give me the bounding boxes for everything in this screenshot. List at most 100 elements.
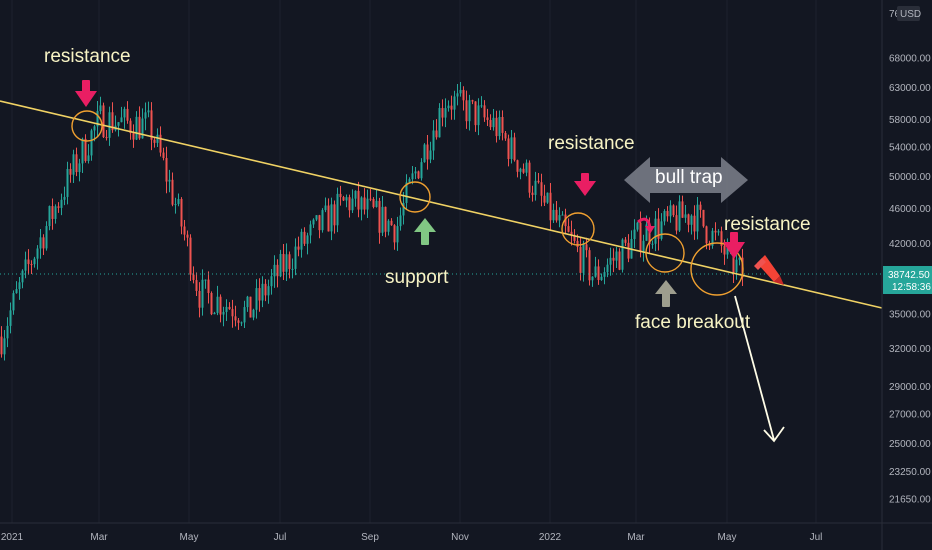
candle-body: [396, 226, 399, 243]
candle-body: [60, 199, 63, 208]
candle-body: [453, 96, 456, 110]
candle-body: [606, 264, 609, 273]
candle-body: [30, 264, 33, 266]
candle-body: [627, 242, 630, 259]
candle-body: [690, 215, 693, 225]
candle-body: [210, 292, 213, 315]
candle-body: [411, 173, 414, 180]
curved-arrow-head: [645, 226, 655, 234]
candle-body: [354, 190, 357, 199]
candle-body: [285, 254, 288, 272]
candle-body: [66, 168, 69, 197]
x-tick-label: 2022: [539, 532, 562, 543]
candle-body: [567, 226, 570, 232]
y-tick-label: 35000.00: [889, 309, 931, 320]
candle-body: [483, 105, 486, 118]
candle-body: [456, 93, 459, 97]
y-tick-label: 46000.00: [889, 204, 931, 215]
candle-body: [258, 288, 261, 301]
candle-body: [405, 182, 408, 203]
candle-body: [321, 210, 324, 231]
candle-body: [531, 192, 534, 195]
candle-body: [468, 100, 471, 122]
up-arrow-icon: [414, 218, 436, 245]
candle-body: [300, 231, 303, 250]
candle-body: [594, 266, 597, 277]
candle-body: [429, 150, 432, 160]
candle-body: [570, 231, 573, 236]
candle-body: [228, 306, 231, 310]
candle-body: [147, 110, 150, 113]
candle-body: [579, 247, 582, 273]
candle-body: [327, 205, 330, 232]
candle-body: [558, 215, 561, 221]
candle-body: [282, 254, 285, 272]
candle-body: [663, 210, 666, 222]
x-tick-label: May: [718, 532, 737, 543]
candle-body: [618, 251, 621, 270]
candle-body: [543, 195, 546, 203]
touch-circle-2: [399, 181, 431, 213]
candle-body: [414, 171, 417, 174]
candle-body: [600, 276, 603, 280]
candle-body: [135, 116, 138, 140]
x-axis-ticks[interactable]: 2021 Mar May Jul Sep Nov 2022 Mar May Ju…: [1, 532, 823, 543]
candle-body: [63, 196, 66, 200]
x-tick-label: Sep: [361, 532, 379, 543]
candle-body: [324, 205, 327, 211]
candle-body: [57, 206, 60, 208]
y-tick-top-partial: 76: [889, 9, 901, 20]
candle-body: [276, 264, 279, 277]
candle-body: [639, 222, 642, 252]
candle-body: [225, 306, 228, 312]
candle-body: [609, 257, 612, 265]
candle-body: [51, 206, 54, 219]
candle-body: [168, 179, 171, 182]
candle-body: [78, 163, 81, 173]
candle-body: [738, 257, 741, 260]
candle-body: [123, 108, 126, 118]
candle-body: [537, 180, 540, 183]
candle-body: [219, 296, 222, 315]
candle-body: [444, 108, 447, 118]
candle-body: [576, 240, 579, 248]
candle-body: [108, 112, 111, 138]
candle-body: [534, 180, 537, 195]
candle-body: [243, 307, 246, 323]
candle-body: [435, 130, 438, 138]
candle-body: [33, 258, 36, 265]
candle-body: [546, 192, 549, 203]
currency-badge[interactable]: [897, 6, 920, 21]
candle-body: [312, 219, 315, 225]
y-tick-label: 68000.00: [889, 54, 931, 65]
candle-body: [504, 132, 507, 139]
candle-body: [318, 215, 321, 231]
candle-body: [573, 235, 576, 241]
y-tick-label: 42000.00: [889, 239, 931, 250]
x-tick-label: Mar: [90, 532, 108, 543]
candle-body: [294, 246, 297, 269]
candle-body: [129, 120, 132, 134]
candle-body: [714, 230, 717, 233]
y-tick-label: 54000.00: [889, 142, 931, 153]
candle-body: [519, 168, 522, 172]
price-axis-panel[interactable]: [882, 0, 932, 523]
candle-body: [564, 214, 567, 227]
projection-arrow: [734, 295, 785, 443]
candle-body: [513, 137, 516, 161]
candle-body: [333, 204, 336, 226]
candle-body: [363, 197, 366, 210]
candle-body: [525, 162, 528, 173]
x-tick-label: May: [180, 532, 199, 543]
candle-body: [204, 279, 207, 281]
candle-body: [672, 205, 675, 216]
candles: [0, 82, 744, 361]
candle-body: [720, 231, 723, 246]
candle-body: [423, 144, 426, 163]
candle-body: [3, 338, 6, 355]
candle-body: [102, 105, 105, 138]
candle-body: [120, 117, 123, 123]
candle-body: [330, 204, 333, 232]
